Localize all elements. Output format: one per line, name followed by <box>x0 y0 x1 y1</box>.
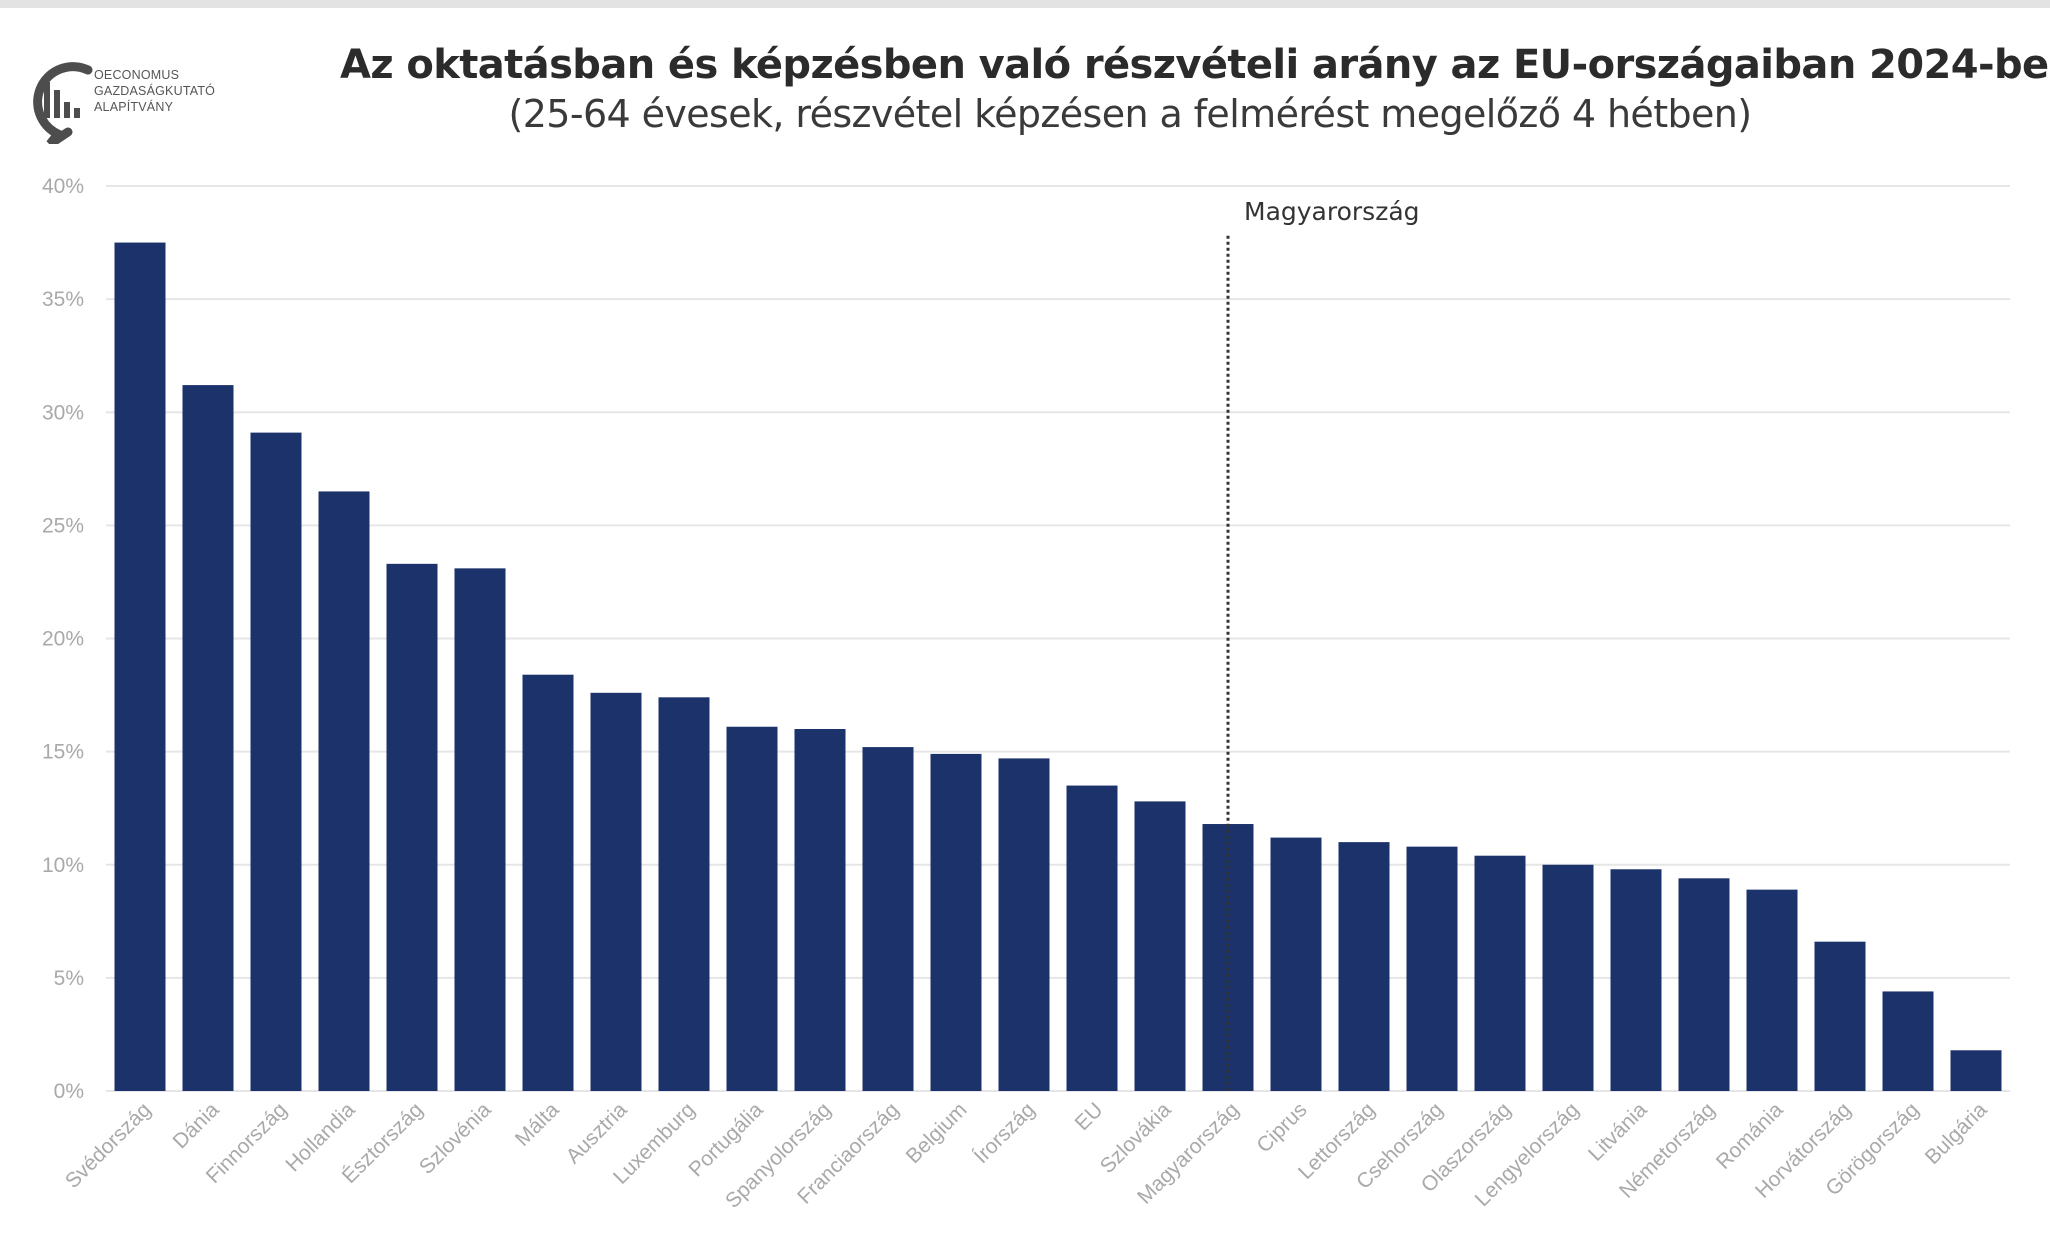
logo-text: OECONOMUS GAZDASÁGKUTATÓ ALAPÍTVÁNY <box>94 67 215 115</box>
y-tick-label: 5% <box>54 967 84 990</box>
bar <box>386 563 438 1091</box>
bar <box>114 242 166 1091</box>
top-border <box>0 0 2050 8</box>
y-tick-label: 35% <box>42 288 84 311</box>
logo-line-3: ALAPÍTVÁNY <box>94 100 174 114</box>
x-tick-label: Írország <box>970 1098 1040 1168</box>
bar <box>862 747 914 1091</box>
bar <box>182 385 234 1092</box>
bar <box>726 726 778 1091</box>
y-tick-label: 40% <box>42 175 84 198</box>
bar <box>658 697 710 1091</box>
x-tick-label: Ausztria <box>562 1098 632 1168</box>
bar <box>1270 837 1322 1091</box>
x-tick-label: Szlovénia <box>415 1098 496 1179</box>
oeconomus-logo-icon <box>33 62 93 148</box>
y-tick-label: 15% <box>42 741 84 764</box>
bar <box>1746 889 1798 1091</box>
y-tick-label: 25% <box>42 514 84 537</box>
chart-subtitle: (25-64 évesek, részvétel képzésen a felm… <box>508 92 1752 136</box>
x-tick-label: Belgium <box>902 1098 972 1168</box>
logo: OECONOMUS GAZDASÁGKUTATÓ ALAPÍTVÁNY <box>28 52 248 148</box>
bar <box>250 432 302 1091</box>
x-tick-label: Málta <box>511 1098 564 1151</box>
reference-line-label: Magyarország <box>1244 197 1420 226</box>
bar <box>998 758 1050 1091</box>
chart-title: Az oktatásban és képzésben való részvéte… <box>340 42 2050 88</box>
x-tick-label: Svédország <box>61 1098 156 1193</box>
logo-line-1: OECONOMUS <box>94 68 180 82</box>
bar <box>1950 1050 2002 1091</box>
y-tick-label: 0% <box>54 1080 84 1103</box>
bar <box>1542 864 1594 1091</box>
x-tick-label: Litvánia <box>1584 1098 1652 1166</box>
bar <box>1678 878 1730 1091</box>
bar <box>454 568 506 1091</box>
x-tick-label: Dánia <box>168 1098 223 1153</box>
bar <box>794 729 846 1091</box>
y-tick-label: 30% <box>42 401 84 424</box>
bar <box>1066 785 1118 1091</box>
bar <box>318 491 370 1091</box>
y-tick-label: 10% <box>42 854 84 877</box>
bar <box>930 753 982 1091</box>
bar <box>522 674 574 1091</box>
logo-line-2: GAZDASÁGKUTATÓ <box>94 84 216 98</box>
bar <box>1134 801 1186 1091</box>
bar <box>1338 842 1390 1091</box>
x-tick-label: Bulgária <box>1921 1098 1992 1169</box>
bar <box>1474 855 1526 1091</box>
bar <box>1882 991 1934 1091</box>
bar <box>1610 869 1662 1091</box>
bar <box>1814 941 1866 1091</box>
bar <box>590 692 642 1091</box>
bar <box>1406 846 1458 1091</box>
x-tick-label: Ciprus <box>1252 1098 1311 1157</box>
x-tick-label: EU <box>1071 1098 1108 1135</box>
y-tick-label: 20% <box>42 628 84 651</box>
